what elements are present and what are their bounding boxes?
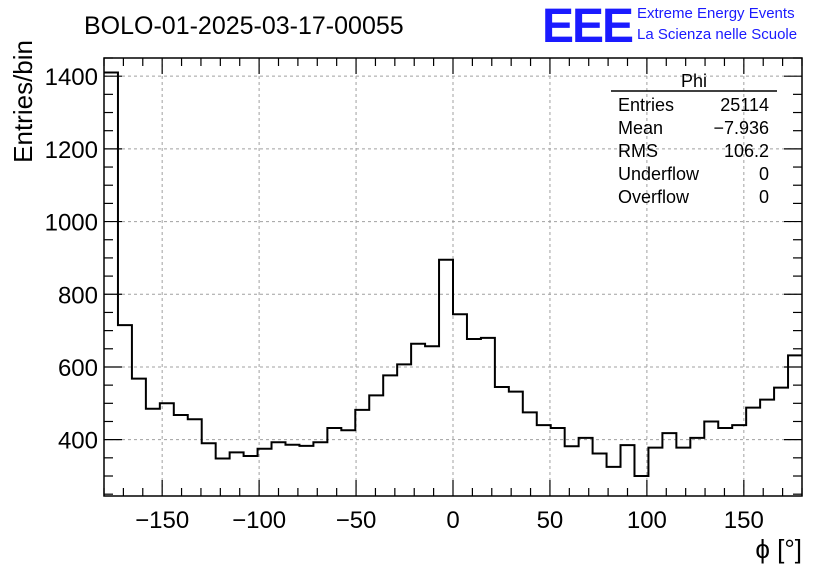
- histogram-bin: [593, 453, 607, 496]
- stats-row-value: 106.2: [724, 141, 769, 161]
- y-axis-title: Entries/bin: [8, 40, 38, 163]
- histogram-bin: [579, 438, 593, 496]
- histogram-bin: [202, 443, 216, 496]
- histogram-bin: [565, 446, 579, 496]
- stats-row-label: Mean: [618, 118, 663, 138]
- histogram-bin: [299, 446, 313, 496]
- histogram-bin: [676, 448, 690, 496]
- histogram-bin: [662, 433, 676, 496]
- logo-caption-line1: Extreme Energy Events: [637, 5, 795, 22]
- eee-logo: EEE: [542, 0, 633, 53]
- histogram-bin: [788, 355, 802, 496]
- histogram-bin: [397, 364, 411, 496]
- histogram-bin: [146, 409, 160, 496]
- x-axis-title: ϕ [°]: [755, 534, 802, 564]
- stats-box: Phi Entries 25114 Mean −7.936 RMS 106.2 Underfl…: [611, 71, 777, 207]
- y-tick-label: 600: [58, 355, 98, 382]
- stats-row-label: Overflow: [618, 187, 690, 207]
- histogram-bin: [244, 456, 258, 496]
- y-tick-labels: 400 600 800 1000 1200 1400: [45, 64, 98, 454]
- histogram-bin: [230, 452, 244, 496]
- stats-row-label: RMS: [618, 141, 658, 161]
- histogram-bin: [313, 442, 327, 496]
- histogram-bin: [341, 430, 355, 496]
- histogram-bin: [467, 339, 481, 496]
- stats-row-label: Underflow: [618, 164, 700, 184]
- histogram-bin: [495, 387, 509, 496]
- histogram-bin: [118, 325, 132, 496]
- histogram-bin: [704, 421, 718, 496]
- x-tick-label: −150: [135, 507, 189, 534]
- histogram-bin: [453, 314, 467, 496]
- stats-row-value: −7.936: [713, 118, 769, 138]
- stats-row-value: 0: [759, 187, 769, 207]
- x-tick-labels: −150 −100 −50 0 50 100 150: [135, 507, 764, 534]
- histogram-bin: [523, 412, 537, 496]
- histogram-outline: [104, 71, 802, 478]
- stats-row-label: Entries: [618, 95, 674, 115]
- histogram-bin: [355, 410, 369, 496]
- y-tick-label: 1000: [45, 210, 98, 237]
- histogram-bin: [327, 428, 341, 496]
- histogram-bin: [718, 428, 732, 496]
- histogram-bin: [174, 415, 188, 496]
- histogram-bin: [104, 73, 118, 496]
- histogram-bin: [132, 379, 146, 496]
- histogram-bin: [648, 448, 662, 496]
- y-tick-label: 1200: [45, 137, 98, 164]
- histogram-bin: [383, 375, 397, 496]
- histogram-bin: [509, 392, 523, 496]
- x-tick-label: −50: [336, 507, 377, 534]
- stats-box-title: Phi: [681, 71, 707, 91]
- histogram-bin: [439, 260, 453, 496]
- x-tick-label: 100: [627, 507, 667, 534]
- histogram-bin: [481, 338, 495, 496]
- x-tick-label: 50: [537, 507, 564, 534]
- histogram-bin: [425, 346, 439, 496]
- x-tick-label: −100: [232, 507, 286, 534]
- histogram-bin: [537, 425, 551, 496]
- histogram-bin: [746, 408, 760, 496]
- histogram-bin: [216, 459, 230, 496]
- histogram-bin: [272, 442, 286, 496]
- stats-row-value: 0: [759, 164, 769, 184]
- chart-title: BOLO-01-2025-03-17-00055: [84, 12, 404, 40]
- histogram-bin: [188, 419, 202, 496]
- y-tick-label: 1400: [45, 64, 98, 91]
- histogram-bin: [760, 400, 774, 496]
- x-tick-label: 150: [724, 507, 764, 534]
- logo-caption-line2: La Scienza nelle Scuole: [637, 26, 797, 43]
- stats-row-value: 25114: [720, 95, 769, 115]
- histogram-bin: [774, 388, 788, 496]
- y-tick-label: 400: [58, 428, 98, 455]
- histogram-bin: [369, 395, 383, 496]
- y-tick-label: 800: [58, 282, 98, 309]
- histogram-bin: [690, 438, 704, 496]
- axis-ticks: [103, 57, 803, 496]
- histogram-bin: [551, 428, 565, 496]
- x-tick-label: 0: [446, 507, 459, 534]
